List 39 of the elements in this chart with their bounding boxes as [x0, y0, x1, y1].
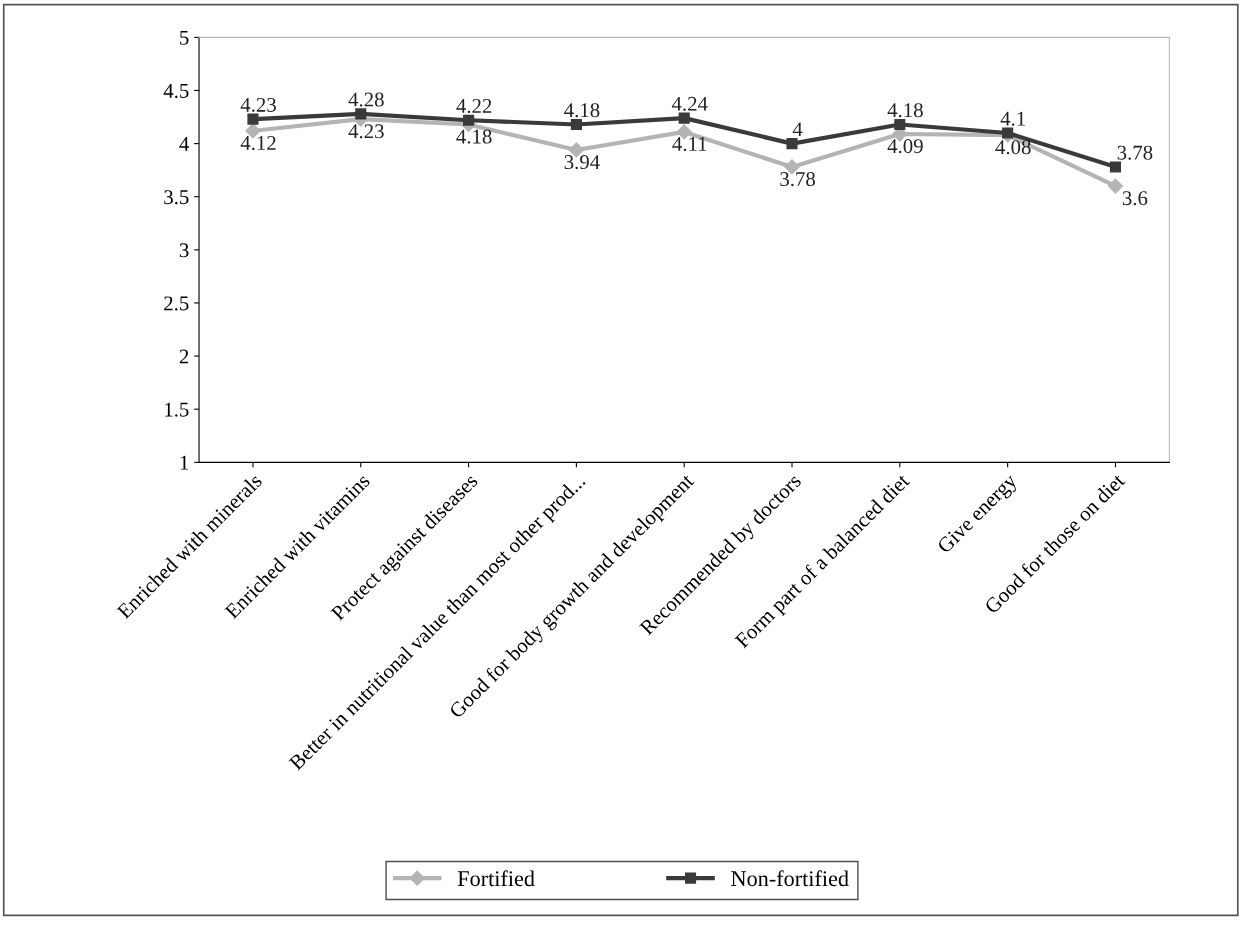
data-label: 4.28 [348, 92, 384, 107]
point [570, 118, 582, 131]
y-tick-label: 1.5 [165, 402, 189, 417]
y-tick-label: 5 [180, 30, 189, 45]
data-label: 4.18 [456, 129, 492, 144]
point [355, 108, 367, 120]
data-label: 3.94 [564, 155, 600, 170]
point [678, 112, 690, 124]
data-label: 4.18 [564, 103, 600, 118]
data-label: 3.78 [780, 172, 815, 187]
data-label: 4.22 [456, 98, 492, 114]
y-tick-label: 4.5 [163, 84, 189, 99]
y-tick-label: 3.5 [164, 190, 189, 205]
data-label: 4.1 [1000, 111, 1025, 126]
data-label: 4 [792, 122, 803, 137]
legend-label: Non-fortified [731, 870, 849, 887]
data-label: 4.08 [995, 140, 1031, 155]
y-tick-label: 2.5 [164, 296, 189, 311]
point [1109, 161, 1122, 173]
y-tick-label: 4 [179, 137, 189, 151]
data-label: 4.18 [887, 103, 923, 118]
point [247, 113, 259, 125]
data-label: 4.23 [240, 97, 276, 112]
data-label: 3.6 [1122, 191, 1148, 206]
point [894, 118, 906, 131]
point [1107, 178, 1124, 194]
data-label: 4.23 [348, 124, 384, 139]
point [1002, 127, 1014, 139]
legend-label: Fortified [457, 870, 535, 887]
y-tick-label: 2 [179, 349, 189, 364]
y-tick-label: 1 [180, 455, 189, 470]
point [786, 138, 798, 150]
data-label: 4.12 [240, 135, 276, 151]
data-label: 4.24 [671, 96, 708, 111]
data-label: 4.09 [887, 139, 923, 154]
y-tick-label: 3 [179, 243, 189, 258]
point [463, 114, 475, 126]
data-label: 4.11 [672, 137, 707, 152]
data-label: 3.78 [1117, 145, 1153, 160]
